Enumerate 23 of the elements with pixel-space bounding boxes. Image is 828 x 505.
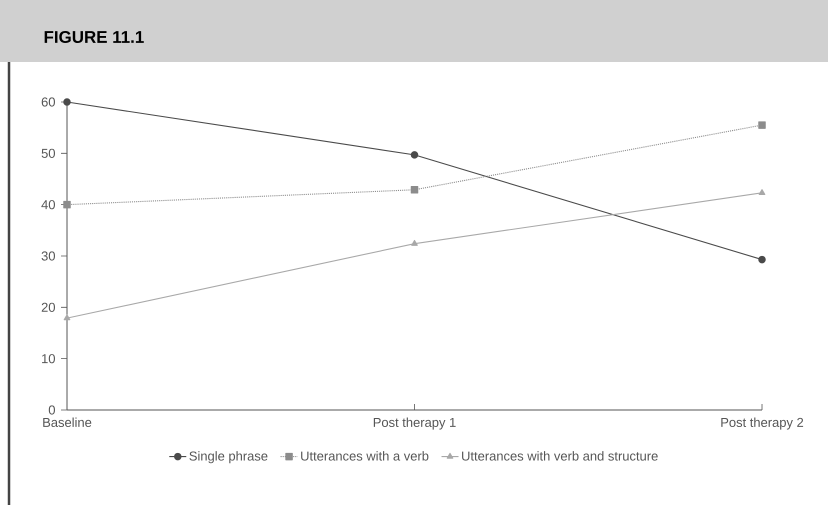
y-tick-label: 50 bbox=[42, 148, 55, 158]
y-tick-label: 0 bbox=[48, 405, 55, 415]
y-tick-label: 60 bbox=[42, 97, 55, 107]
legend-label: Utterances with a verb bbox=[301, 451, 428, 461]
x-tick-label: Post therapy 2 bbox=[721, 418, 804, 430]
point bbox=[758, 121, 766, 129]
y-tick-label: 30 bbox=[42, 251, 55, 261]
y-tick-label: 40 bbox=[41, 200, 55, 210]
legend-label: Utterances with verb and structure bbox=[462, 451, 658, 461]
point bbox=[63, 200, 71, 208]
point bbox=[63, 98, 71, 106]
point bbox=[411, 240, 418, 246]
point bbox=[758, 189, 766, 195]
point bbox=[64, 314, 70, 320]
legend-label: Single phrase bbox=[189, 451, 268, 464]
point bbox=[410, 151, 418, 159]
x-tick-label: Baseline bbox=[43, 418, 92, 428]
y-tick-label: 20 bbox=[42, 302, 55, 312]
point bbox=[758, 256, 766, 264]
chart-title: FIGURE 11.1 bbox=[44, 30, 144, 43]
x-tick-label: Post therapy 1 bbox=[374, 418, 456, 430]
y-tick-label: 10 bbox=[42, 354, 55, 364]
point bbox=[410, 186, 418, 194]
